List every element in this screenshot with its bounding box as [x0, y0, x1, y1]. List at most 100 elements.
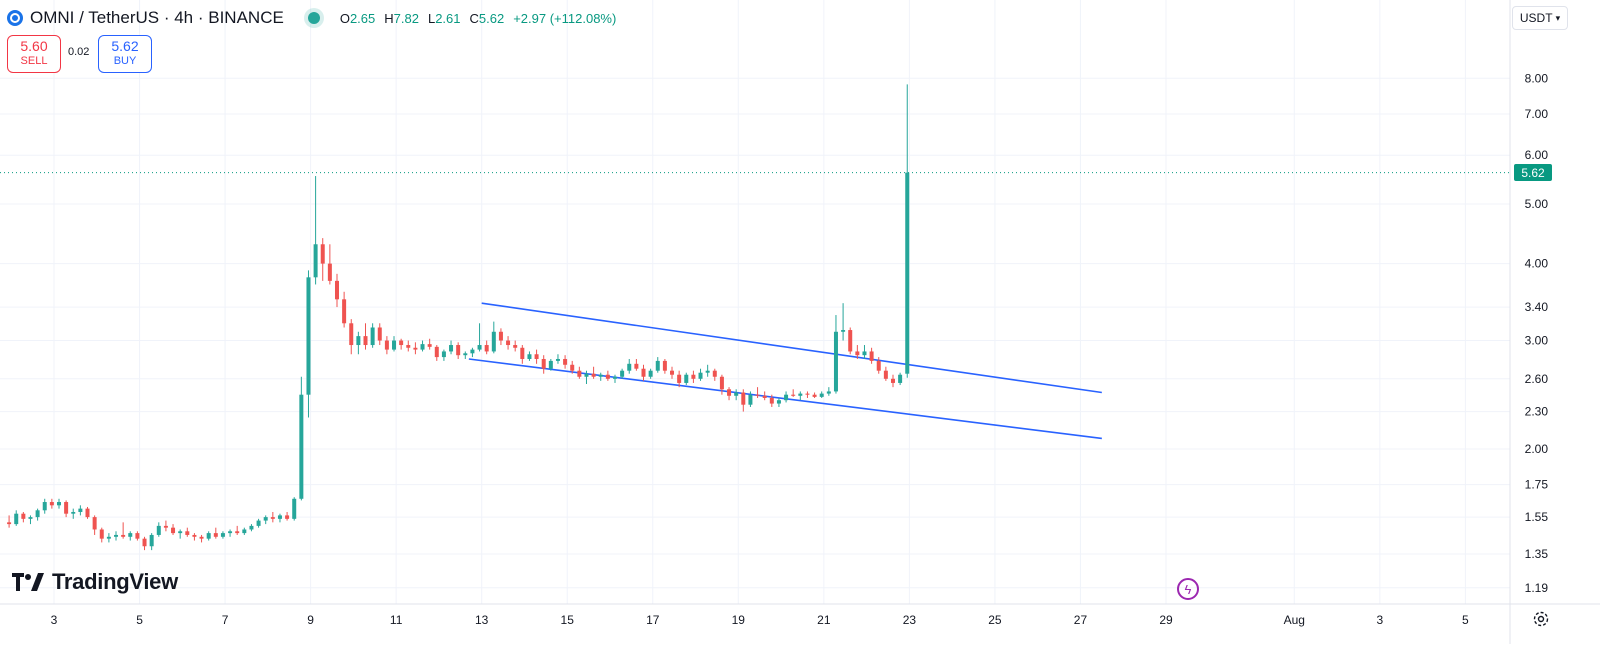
buy-button[interactable]: 5.62 BUY: [98, 35, 152, 73]
candle-body: [106, 536, 111, 539]
grid: [0, 0, 1510, 604]
candle-body: [327, 263, 332, 281]
candle-body: [285, 515, 290, 519]
candle-body: [890, 378, 895, 383]
x-tick-label: 27: [1074, 613, 1088, 627]
x-tick-label: 13: [475, 613, 489, 627]
candle-body: [78, 508, 83, 512]
sell-price: 5.60: [20, 38, 48, 54]
candle-body: [441, 351, 446, 358]
candle-body: [555, 358, 560, 361]
ohlc-close-key: C: [469, 10, 479, 26]
candle-body: [513, 345, 518, 348]
candle-body: [256, 520, 261, 526]
candle-body: [7, 522, 12, 525]
spread-value: 0.02: [68, 46, 90, 58]
candle-body: [648, 370, 653, 377]
candle-body: [848, 330, 853, 352]
candle-body: [748, 394, 753, 405]
candle-body: [263, 517, 268, 521]
candle-body: [620, 370, 625, 377]
candle-body: [42, 502, 47, 511]
buy-label: BUY: [113, 55, 137, 67]
candle-body: [449, 345, 454, 352]
candle-body: [277, 515, 282, 519]
tradingview-wordmark: TradingView: [52, 569, 178, 594]
candle-body: [427, 344, 432, 347]
omni-logo-icon: [7, 10, 23, 26]
candle-body: [456, 345, 461, 356]
candle-body: [506, 340, 511, 346]
trendline: [481, 302, 1102, 394]
candle-body: [627, 363, 632, 371]
sell-button[interactable]: 5.60 SELL: [7, 35, 61, 73]
trendlines: [468, 302, 1102, 440]
candle-body: [805, 393, 810, 395]
candle-body: [841, 330, 846, 332]
candle-body: [762, 395, 767, 398]
y-tick-label: 1.19: [1525, 581, 1549, 595]
candle-body: [163, 525, 168, 528]
candle-body: [498, 331, 503, 341]
ohlc-open-key: O: [339, 10, 350, 26]
candle-body: [56, 502, 61, 506]
candle-body: [755, 394, 760, 396]
symbol-line[interactable]: OMNI / TetherUS · 4h · BINANCE: [30, 8, 284, 27]
candle-body: [541, 358, 546, 369]
candle-body: [14, 513, 19, 525]
candle-body: [192, 534, 197, 537]
candle-body: [734, 392, 739, 396]
ohlc-open-value: 2.65: [349, 10, 376, 26]
candle-body: [49, 502, 54, 506]
candle-body: [698, 372, 703, 379]
candle-body: [320, 244, 325, 264]
candle-body: [121, 534, 126, 537]
candle-body: [776, 400, 781, 404]
lightning-event-icon[interactable]: ϟ: [1177, 578, 1199, 600]
candle-body: [769, 397, 774, 404]
candle-body: [334, 280, 339, 300]
gear-icon[interactable]: [1532, 610, 1550, 628]
candle-body: [21, 513, 26, 519]
tradingview-logo[interactable]: TradingView: [12, 569, 178, 594]
candle-body: [548, 360, 553, 369]
candle-body: [712, 370, 717, 377]
y-tick-label: 2.30: [1525, 405, 1549, 419]
candle-body: [869, 351, 874, 361]
x-tick-label: 9: [307, 613, 314, 627]
currency-selector[interactable]: USDT ▾: [1512, 6, 1568, 30]
x-tick-label: 11: [390, 613, 403, 627]
tradingview-mark-icon: [12, 573, 44, 591]
candle-body: [898, 374, 903, 383]
candle-body: [64, 502, 69, 514]
candle-body: [142, 538, 147, 547]
candle-body: [356, 336, 361, 346]
candle-body: [71, 511, 76, 514]
candle-body: [491, 331, 496, 352]
sell-label: SELL: [20, 55, 48, 67]
candle-body: [584, 373, 589, 377]
candle-body: [377, 327, 382, 341]
candle-body: [798, 393, 803, 396]
y-tick-label: 1.75: [1525, 478, 1549, 492]
x-tick-label: 7: [222, 613, 229, 627]
candle-body: [612, 376, 617, 379]
candle-body: [299, 394, 304, 499]
candle-body: [520, 347, 525, 359]
candle-body: [206, 533, 211, 539]
x-tick-label: Aug: [1284, 613, 1305, 627]
candle-body: [470, 349, 475, 354]
y-tick-label: 2.00: [1525, 442, 1549, 456]
candle-body: [563, 358, 568, 365]
candle-body: [406, 345, 411, 348]
candle-body: [370, 327, 375, 346]
candle-body: [220, 533, 225, 537]
candle-body: [384, 340, 389, 350]
candle-body: [641, 368, 646, 377]
ohlc-low-key: L: [427, 10, 436, 26]
ohlc-change-value: +2.97 (+112.08%): [513, 10, 617, 26]
candle-body: [92, 517, 97, 530]
